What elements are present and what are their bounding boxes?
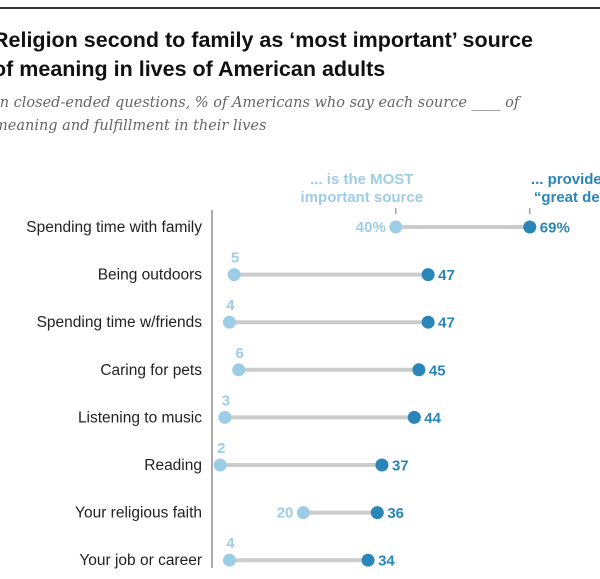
data-label-most-important: 2 bbox=[217, 440, 225, 457]
dot-most-important bbox=[213, 458, 227, 472]
data-label-most-important: 4 bbox=[226, 297, 235, 314]
data-label-great-deal: 36 bbox=[387, 505, 404, 522]
title-line-2: of meaning in lives of American adults bbox=[0, 57, 386, 81]
chart-subtitle: In closed-ended questions, % of American… bbox=[0, 92, 600, 138]
dot-most-important bbox=[389, 220, 403, 234]
category-label: Your job or career bbox=[79, 552, 202, 569]
data-label-great-deal: 47 bbox=[438, 315, 455, 332]
data-label-most-important: 5 bbox=[231, 250, 239, 267]
dot-most-important bbox=[222, 315, 236, 329]
category-label: Your religious faith bbox=[75, 505, 202, 522]
chart-title: Religion second to family as ‘most impor… bbox=[0, 26, 600, 84]
dot-great-deal bbox=[370, 506, 384, 520]
legend-most-important-line-1: ... is the MOST bbox=[310, 171, 413, 188]
data-label-most-important: 20 bbox=[277, 505, 294, 522]
dot-most-important bbox=[296, 506, 310, 520]
legend-great-deal-line-2: “great deal” bbox=[534, 189, 600, 206]
legend-great-deal-line-1: ... provides a bbox=[531, 171, 600, 188]
category-label: Reading bbox=[144, 457, 202, 474]
dot-great-deal bbox=[407, 410, 421, 424]
dot-great-deal bbox=[421, 268, 435, 282]
dot-most-important bbox=[227, 268, 241, 282]
dot-great-deal bbox=[375, 458, 389, 472]
dot-most-important bbox=[232, 363, 246, 377]
dot-great-deal bbox=[412, 363, 426, 377]
data-label-great-deal: 45 bbox=[429, 362, 446, 379]
category-label: Caring for pets bbox=[100, 362, 202, 379]
dot-most-important bbox=[222, 553, 236, 567]
subtitle-line-2: meaning and fulfillment in their lives bbox=[0, 118, 267, 134]
title-line-1: Religion second to family as ‘most impor… bbox=[0, 28, 533, 52]
legend-most-important-line-2: important source bbox=[301, 189, 424, 206]
subtitle-line-1: In closed-ended questions, % of American… bbox=[0, 95, 520, 111]
category-label: Being outdoors bbox=[98, 267, 203, 284]
data-label-great-deal: 44 bbox=[424, 410, 441, 427]
category-label: Spending time with family bbox=[26, 219, 202, 236]
data-label-most-important: 4 bbox=[226, 535, 235, 552]
top-rule bbox=[0, 7, 600, 9]
data-label-great-deal: 69% bbox=[540, 220, 570, 237]
data-label-most-important: 3 bbox=[222, 392, 230, 409]
category-label: Spending time w/friends bbox=[37, 314, 203, 331]
data-label-most-important: 6 bbox=[236, 345, 244, 362]
dot-great-deal bbox=[523, 220, 537, 234]
data-label-great-deal: 34 bbox=[378, 553, 395, 570]
category-label: Listening to music bbox=[78, 409, 202, 426]
data-label-great-deal: 47 bbox=[438, 267, 455, 284]
dot-great-deal bbox=[421, 315, 435, 329]
dot-great-deal bbox=[361, 553, 375, 567]
data-label-great-deal: 37 bbox=[392, 458, 409, 475]
data-label-most-important: 40% bbox=[356, 219, 386, 236]
dot-most-important bbox=[218, 410, 232, 424]
